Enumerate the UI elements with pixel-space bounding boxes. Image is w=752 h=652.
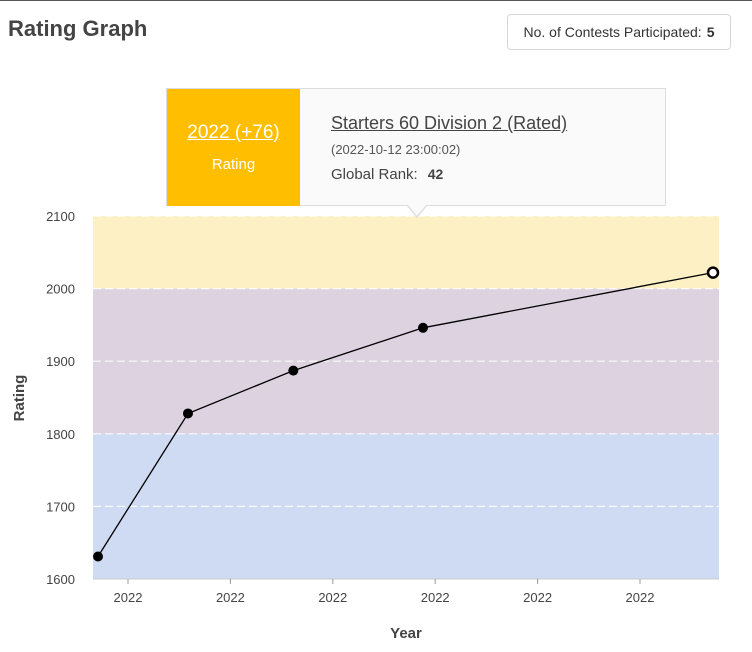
x-tick-label-1: 2022: [216, 590, 245, 605]
x-tick-label-4: 2022: [523, 590, 552, 605]
tooltip-rating-label: Rating: [211, 156, 256, 173]
grid-lines: [93, 215, 719, 580]
y-tick-label-2: 1800: [46, 427, 75, 442]
tooltip-pointer-inner: [408, 205, 426, 216]
global-rank-label: Global Rank:: [331, 166, 418, 183]
rating-point-1: [182, 408, 193, 419]
top-border: [0, 0, 752, 1]
x-tick-label-5: 2022: [626, 590, 655, 605]
y-tick-label-4: 2000: [46, 282, 75, 297]
rating-series: [93, 266, 720, 562]
y-tick-label-3: 1900: [46, 354, 75, 369]
rating-band-2: [93, 216, 719, 289]
tooltip-contest-date: (2022-10-12 23:00:02): [331, 142, 461, 157]
x-axis-ticks: 2022 2022 2022 2022 2022 2022: [114, 579, 655, 605]
rating-bands: [93, 216, 719, 579]
y-tick-label-0: 1600: [46, 572, 75, 587]
page-title: Rating Graph: [8, 16, 148, 41]
y-tick-label-5: 2100: [46, 209, 75, 224]
y-tick-label-1: 1700: [46, 499, 75, 514]
y-axis-title: Rating: [11, 375, 28, 422]
x-tick-label-0: 2022: [114, 590, 143, 605]
y-axis-ticks: 1600 1700 1800 1900 2000 2100: [46, 209, 75, 587]
contests-count: 5: [706, 24, 715, 40]
global-rank-value: 42: [427, 166, 444, 182]
rating-point-2: [288, 365, 299, 376]
contest-tooltip: 2022 (+76) Rating Starters 60 Division 2…: [166, 88, 666, 218]
x-tick-label-3: 2022: [421, 590, 450, 605]
rating-point-0: [93, 551, 103, 562]
rating-change-panel: 2022 (+76) Rating: [167, 89, 300, 206]
rating-point-3: [418, 322, 429, 333]
tooltip-contest-link[interactable]: Starters 60 Division 2 (Rated): [331, 113, 568, 133]
tooltip-rating-value: 2022 (+76): [187, 122, 280, 143]
contests-participated-badge: No. of Contests Participated: 5: [507, 14, 731, 50]
contests-label: No. of Contests Participated:: [523, 24, 702, 40]
x-axis-title: Year: [390, 625, 422, 642]
tooltip-global-rank: Global Rank: 42: [331, 166, 443, 183]
x-tick-label-2: 2022: [318, 590, 347, 605]
rating-point-highlighted: [706, 266, 720, 279]
